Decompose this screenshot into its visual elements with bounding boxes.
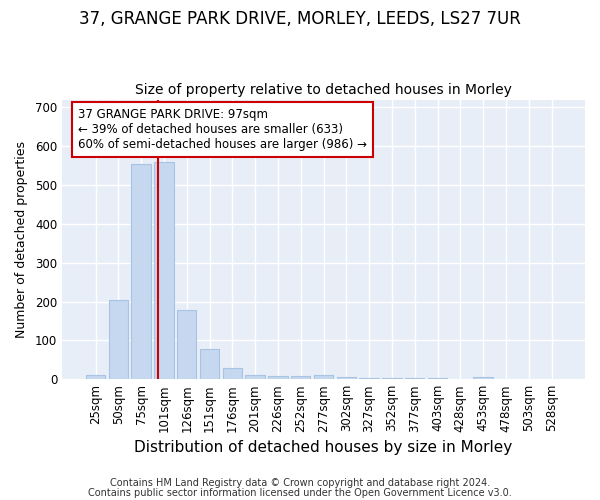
Bar <box>109 300 128 379</box>
Y-axis label: Number of detached properties: Number of detached properties <box>15 141 28 338</box>
Bar <box>268 376 287 379</box>
Text: Contains public sector information licensed under the Open Government Licence v3: Contains public sector information licen… <box>88 488 512 498</box>
Bar <box>223 368 242 379</box>
Bar <box>154 162 173 379</box>
Bar <box>428 378 447 379</box>
Bar <box>382 378 401 379</box>
Bar <box>359 378 379 379</box>
Bar <box>200 349 219 379</box>
Text: Contains HM Land Registry data © Crown copyright and database right 2024.: Contains HM Land Registry data © Crown c… <box>110 478 490 488</box>
Bar <box>291 376 310 379</box>
Bar <box>314 376 333 379</box>
Text: 37, GRANGE PARK DRIVE, MORLEY, LEEDS, LS27 7UR: 37, GRANGE PARK DRIVE, MORLEY, LEEDS, LS… <box>79 10 521 28</box>
Title: Size of property relative to detached houses in Morley: Size of property relative to detached ho… <box>135 83 512 97</box>
Bar <box>405 378 424 379</box>
X-axis label: Distribution of detached houses by size in Morley: Distribution of detached houses by size … <box>134 440 512 455</box>
Bar <box>131 164 151 379</box>
Bar <box>337 377 356 379</box>
Text: 37 GRANGE PARK DRIVE: 97sqm
← 39% of detached houses are smaller (633)
60% of se: 37 GRANGE PARK DRIVE: 97sqm ← 39% of det… <box>78 108 367 151</box>
Bar <box>177 310 196 379</box>
Bar <box>473 377 493 379</box>
Bar <box>86 376 105 379</box>
Bar <box>245 376 265 379</box>
